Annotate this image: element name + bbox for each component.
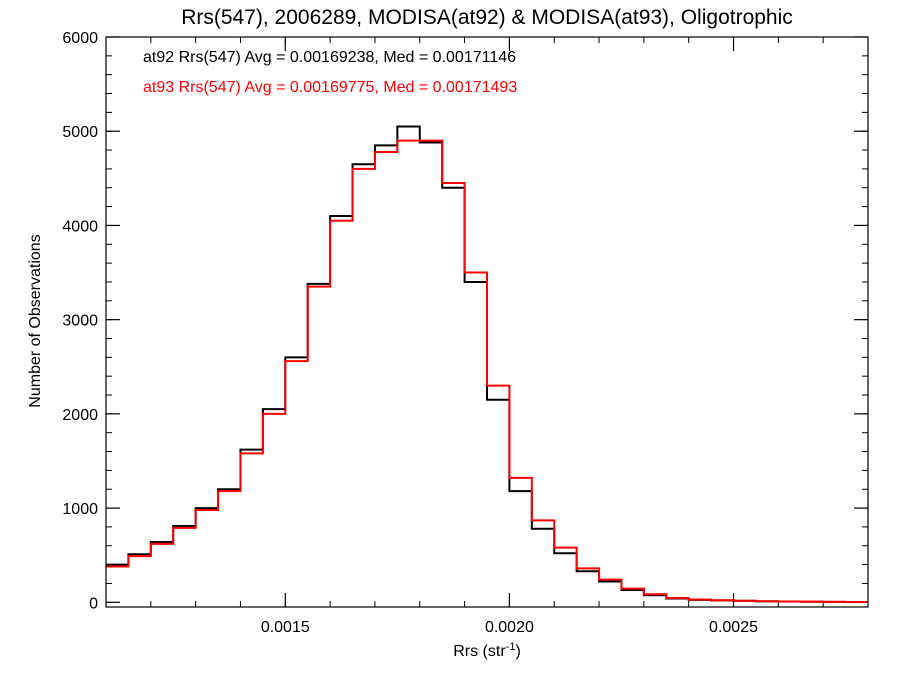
x-axis-label-main: Rrs (str	[453, 643, 506, 660]
ticks-layer: 0.0015 0.0020 0.0025 0 1000 2000 3000 4000 5000 6…	[62, 30, 869, 636]
legend-entry-at92: at92 Rrs(547) Avg = 0.00169238, Med = 0.…	[143, 49, 516, 66]
y-tick-label: 5000	[62, 124, 98, 141]
x-tick-label: 0.0025	[709, 619, 758, 636]
x-axis-label-suffix: )	[515, 643, 520, 660]
y-tick-label: 4000	[62, 218, 98, 235]
x-tick-label: 0.0015	[261, 619, 310, 636]
y-axis-label: Number of Observations	[27, 234, 44, 407]
y-tick-label: 3000	[62, 313, 98, 330]
y-tick-label: 2000	[62, 407, 98, 424]
y-tick-label: 0	[89, 595, 98, 612]
x-axis-label-superscript: -1	[506, 641, 516, 653]
y-tick-label: 1000	[62, 501, 98, 518]
x-axis-label: Rrs (str-1)	[453, 641, 521, 660]
x-tick-label: 0.0020	[485, 619, 534, 636]
series-at93-line	[106, 139, 868, 604]
chart-title: Rrs(547), 2006289, MODISA(at92) & MODISA…	[181, 6, 793, 29]
legend-entry-at93: at93 Rrs(547) Avg = 0.00169775, Med = 0.…	[143, 79, 517, 96]
plot-frame	[105, 36, 869, 608]
series-layer	[106, 125, 868, 604]
series-at92-line	[106, 125, 868, 604]
y-tick-label: 6000	[62, 30, 98, 47]
